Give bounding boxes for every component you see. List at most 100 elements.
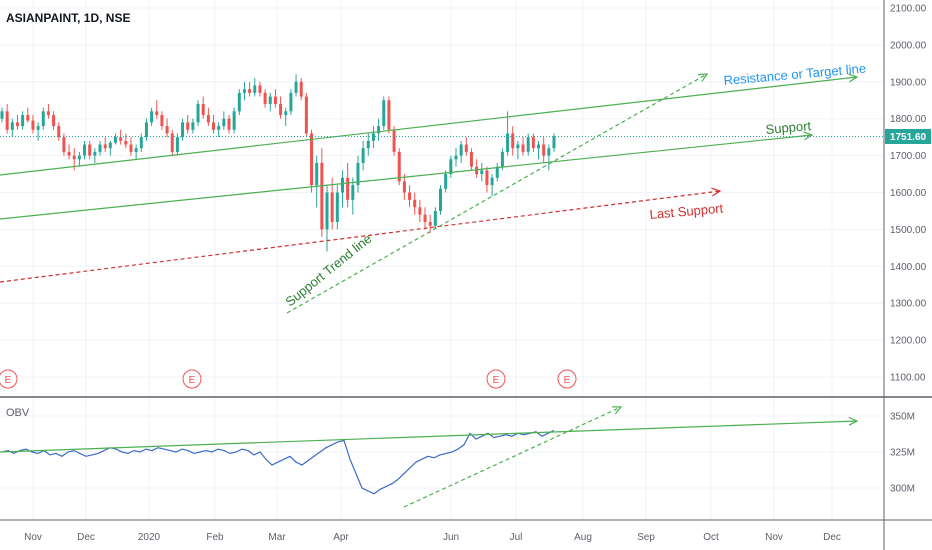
price-axis[interactable]: 1100.00 1200.00 1300.00 1400.00 1500.00 1600.… (890, 4, 927, 384)
candle-body (304, 96, 308, 134)
candle (196, 100, 200, 127)
candle (335, 185, 339, 230)
candle-body (449, 159, 453, 175)
candle (129, 137, 133, 156)
candle (103, 137, 107, 152)
candle (248, 81, 252, 97)
candle (119, 129, 123, 145)
candle-body (144, 122, 148, 138)
candle (113, 133, 117, 145)
candle (531, 133, 535, 152)
candle-body (464, 144, 468, 152)
candle-body (258, 85, 262, 93)
price-tick-label: 1500.00 (890, 225, 927, 236)
candle (258, 81, 262, 97)
time-tick-label: Oct (703, 532, 719, 543)
candle (521, 137, 525, 156)
annotations-group (0, 73, 859, 508)
candle (377, 118, 381, 141)
candle-body (103, 144, 107, 149)
candle (232, 107, 236, 134)
candle-body (537, 144, 541, 149)
earnings-marker-circle (557, 369, 577, 389)
candle (242, 81, 246, 101)
candle (41, 107, 45, 130)
time-axis[interactable]: Nov Dec 2020 Feb Mar Apr Jun Jul Aug Sep Oct Nov Dec (24, 532, 841, 543)
candle-body (294, 81, 298, 93)
candle-body (397, 151, 401, 182)
obv-title[interactable]: OBV (6, 407, 30, 419)
candle (98, 140, 102, 156)
candle (433, 207, 437, 230)
candle (83, 140, 87, 160)
candle (227, 115, 231, 134)
candle-body (273, 96, 277, 104)
candle (480, 162, 484, 182)
support-label: Support (765, 118, 812, 137)
candle (186, 115, 190, 134)
candle (155, 100, 159, 119)
resistance-line-arrow (848, 73, 859, 83)
candle (361, 140, 365, 171)
obv-axis[interactable]: 300M 325M 350M (890, 412, 915, 495)
candle-body (490, 177, 494, 186)
candle (444, 170, 448, 193)
candle-body (237, 92, 241, 112)
candle-body (5, 111, 9, 130)
price-tick-label: 1300.00 (890, 299, 927, 310)
candle-body (310, 133, 314, 186)
obv-trend-line-arrow (611, 406, 623, 415)
candle-body (129, 144, 133, 152)
candle (191, 118, 195, 134)
candle (315, 155, 319, 208)
candle-body (165, 126, 169, 134)
candle-body (330, 192, 334, 223)
earnings-marker-circle (0, 369, 18, 389)
candle-body (26, 115, 30, 121)
candle-body (62, 137, 66, 152)
candle (253, 78, 257, 97)
candle (454, 148, 458, 167)
candle-body (124, 140, 128, 145)
candle-body (175, 137, 179, 152)
candle-body (279, 103, 283, 116)
candle-body (356, 162, 360, 186)
earnings-marker[interactable]: E (557, 369, 577, 389)
earnings-marker[interactable]: E (0, 369, 18, 389)
candle (526, 133, 530, 156)
candle-body (108, 142, 112, 149)
candle-body (325, 192, 329, 230)
candle-body (500, 151, 504, 167)
symbol-title[interactable]: ASIANPAINT, 1D, NSE (6, 11, 130, 25)
price-tick-label: 1200.00 (890, 336, 927, 347)
candle-body (72, 155, 76, 160)
candle (263, 89, 267, 108)
candle (294, 74, 298, 97)
candle (289, 89, 293, 116)
obv-tick-label: 300M (890, 484, 915, 495)
candle-body (36, 126, 40, 130)
earnings-marker[interactable]: E (182, 369, 202, 389)
candle-body (206, 115, 210, 123)
candle-body (31, 120, 35, 130)
earnings-marker[interactable]: E (486, 369, 506, 389)
candle (485, 166, 489, 193)
candle-body (418, 207, 422, 215)
candle (206, 107, 210, 127)
candle-body (511, 133, 515, 149)
candle (408, 185, 412, 208)
support-line (0, 134, 813, 220)
candle (351, 177, 355, 215)
obv-trend-line (403, 406, 622, 508)
candle (469, 148, 473, 171)
candle-body (408, 192, 412, 200)
candle-body (366, 140, 370, 149)
candle (175, 133, 179, 156)
candle-body (351, 185, 355, 200)
price-tick-label: 1100.00 (890, 373, 926, 384)
candle-body (516, 144, 520, 149)
candle (36, 122, 40, 141)
candle-body (315, 162, 319, 186)
candle (516, 140, 520, 160)
candle (330, 177, 334, 230)
